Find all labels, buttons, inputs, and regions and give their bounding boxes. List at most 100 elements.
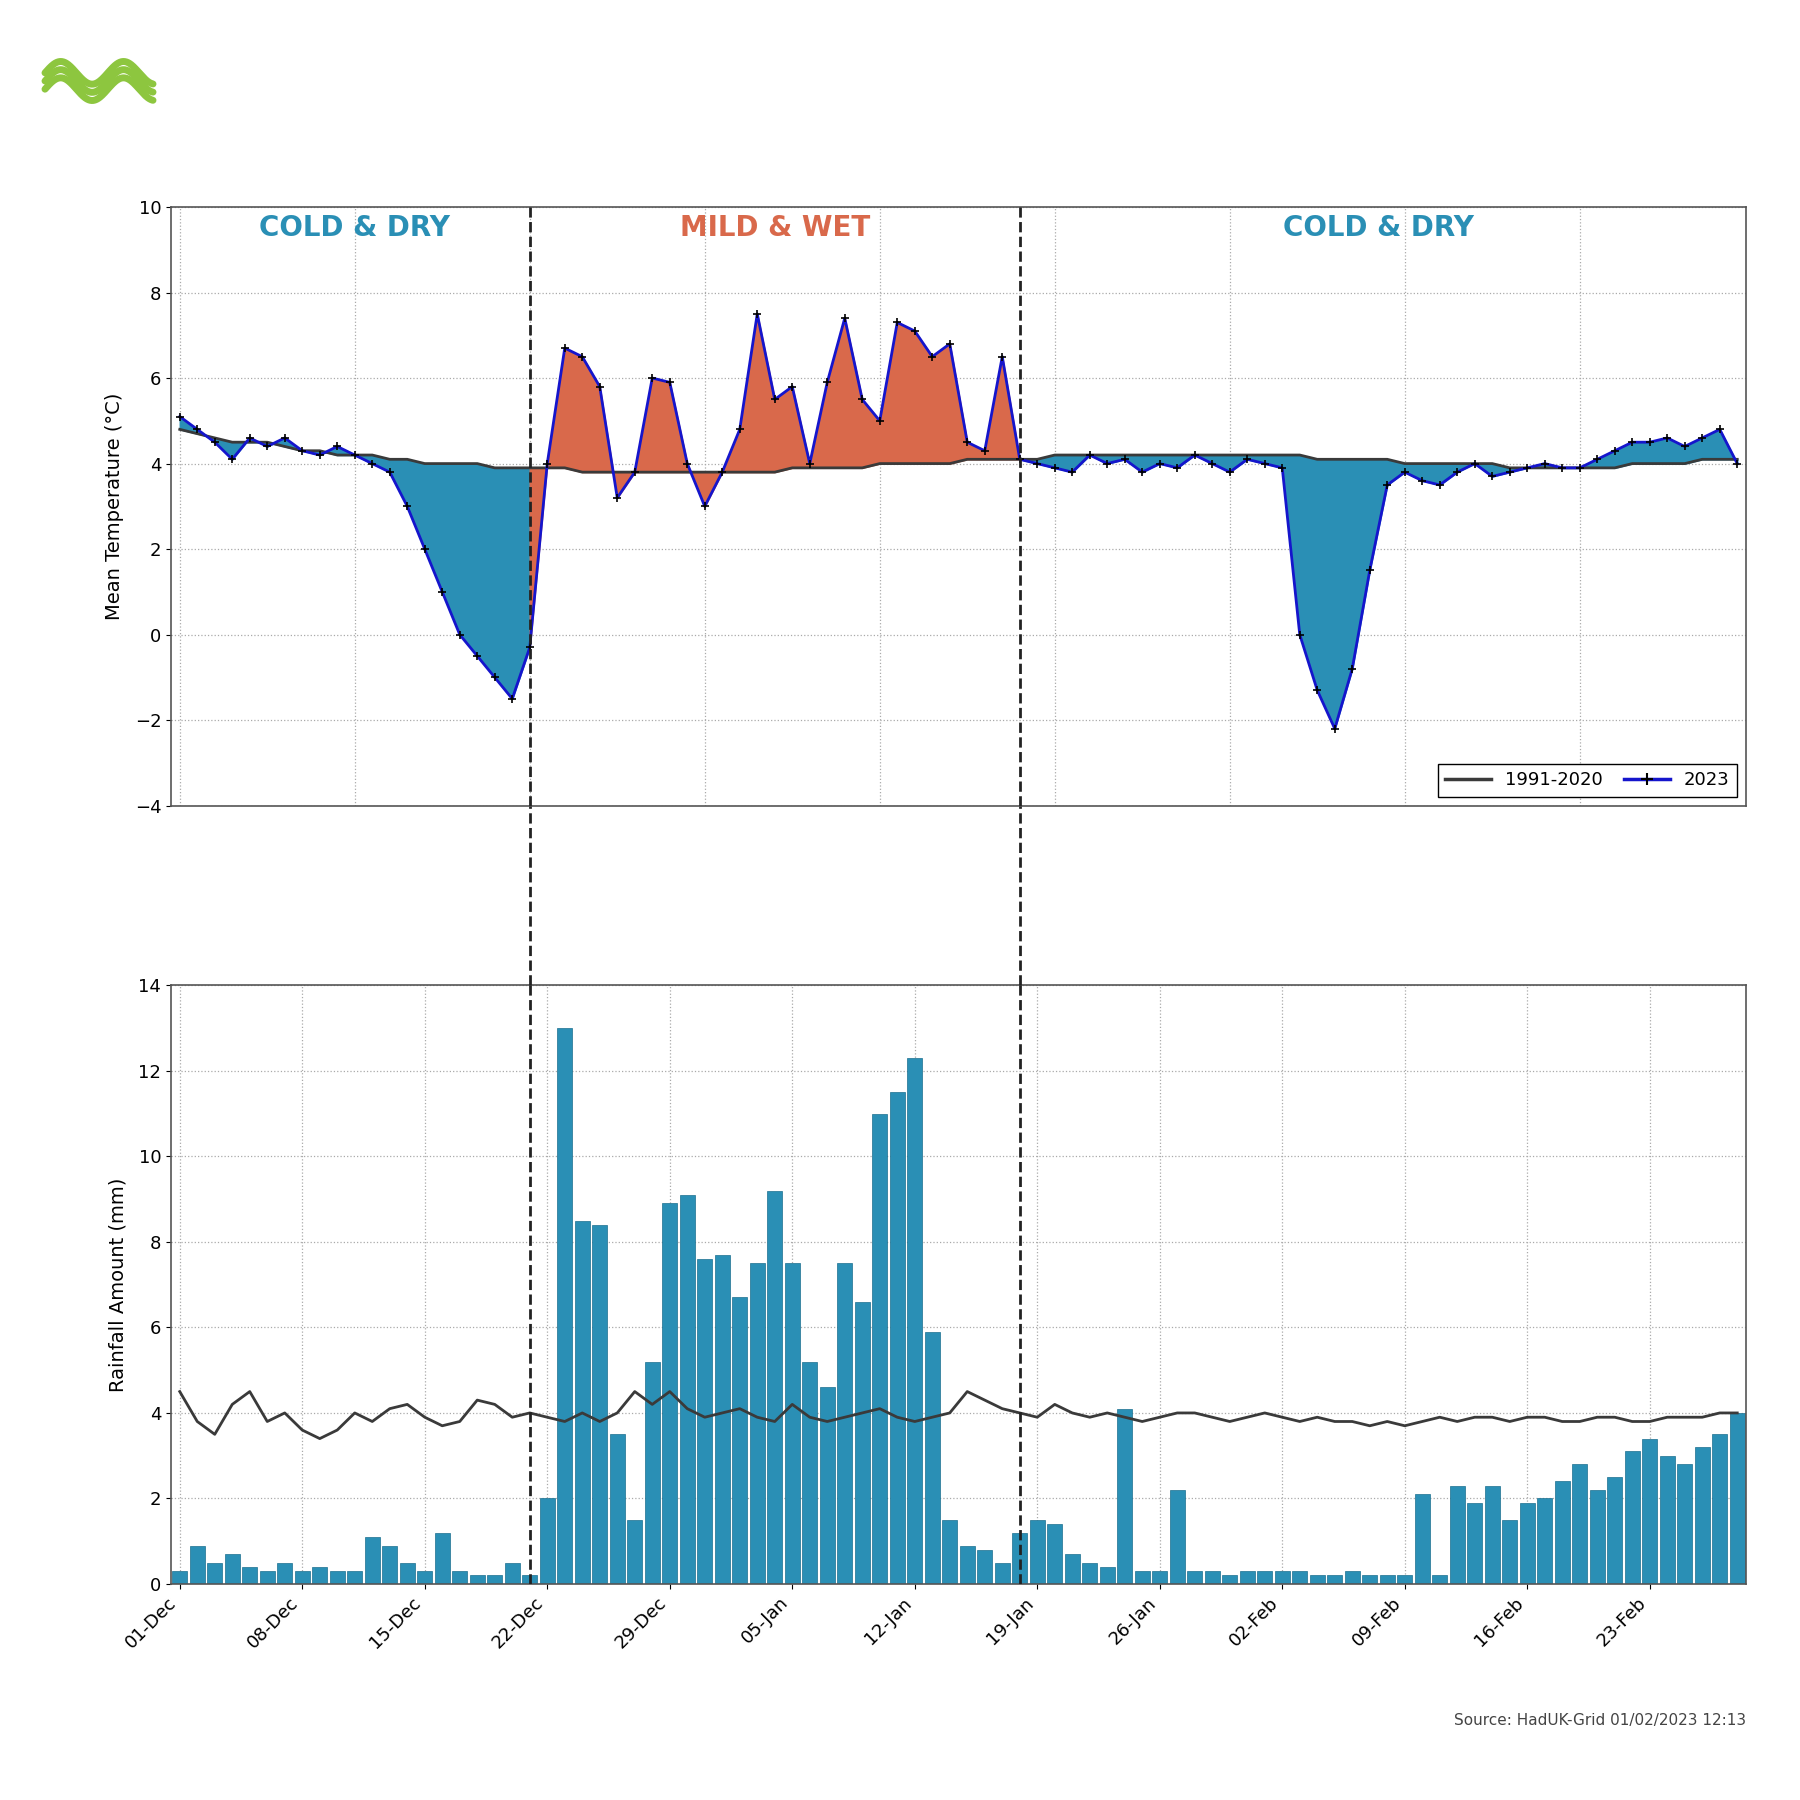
Bar (1485, 1485, 1499, 1584)
Bar (610, 1435, 625, 1584)
Point (1145, 450, 1174, 479)
Bar (1066, 1553, 1080, 1584)
Point (1075, 441, 1103, 470)
Bar (173, 1571, 187, 1584)
Point (184, 416, 212, 445)
Point (1006, 445, 1035, 473)
Bar (733, 1298, 747, 1584)
Bar (313, 1566, 328, 1584)
Bar (1030, 1519, 1044, 1584)
Point (322, 432, 351, 461)
Point (1566, 454, 1595, 482)
Bar (837, 1264, 851, 1584)
Point (428, 578, 457, 607)
Point (637, 364, 666, 392)
Point (499, 684, 527, 713)
Bar (470, 1575, 484, 1584)
Bar (277, 1562, 292, 1584)
Point (1636, 428, 1665, 457)
Bar (436, 1532, 450, 1584)
Text: COLD & DRY: COLD & DRY (1283, 214, 1474, 243)
Bar (1048, 1525, 1062, 1584)
Point (1373, 470, 1402, 499)
Point (1181, 441, 1210, 470)
Bar (1449, 1485, 1465, 1584)
Point (1321, 715, 1350, 743)
Point (1496, 457, 1525, 486)
Bar (925, 1332, 940, 1584)
Bar (1696, 1447, 1710, 1584)
Point (1478, 463, 1507, 491)
Bar (207, 1562, 221, 1584)
Bar (1642, 1438, 1658, 1584)
Bar (225, 1553, 239, 1584)
Bar (1292, 1571, 1307, 1584)
Point (988, 342, 1017, 371)
Bar (803, 1361, 817, 1584)
Point (1285, 621, 1314, 650)
Point (551, 333, 580, 362)
Point (410, 535, 439, 563)
Point (725, 416, 754, 445)
Bar (452, 1571, 468, 1584)
Point (515, 634, 544, 662)
Bar (1170, 1490, 1184, 1584)
Bar (1204, 1571, 1220, 1584)
Bar (1519, 1503, 1535, 1584)
Bar (943, 1519, 958, 1584)
Bar (418, 1571, 432, 1584)
Bar (540, 1498, 554, 1584)
Bar (1100, 1566, 1114, 1584)
Bar (644, 1361, 659, 1584)
Bar (1415, 1494, 1429, 1584)
Point (760, 385, 788, 414)
Bar (680, 1195, 695, 1584)
Point (1618, 428, 1647, 457)
Point (778, 373, 806, 401)
Bar (189, 1546, 205, 1584)
Point (848, 385, 877, 414)
Point (252, 432, 281, 461)
Point (1460, 450, 1489, 479)
Bar (1363, 1575, 1377, 1584)
Bar (715, 1255, 729, 1584)
Point (1600, 436, 1629, 464)
Bar (1310, 1575, 1325, 1584)
Point (585, 373, 614, 401)
Point (1530, 450, 1559, 479)
Point (1058, 457, 1087, 486)
Bar (488, 1575, 502, 1584)
Point (463, 641, 491, 670)
Point (673, 450, 702, 479)
Text: Met Office: Met Office (176, 54, 500, 108)
Point (533, 450, 562, 479)
Bar (504, 1562, 520, 1584)
Bar (1625, 1451, 1640, 1584)
Point (1197, 450, 1226, 479)
Bar (873, 1114, 887, 1584)
Bar (1607, 1478, 1622, 1584)
Bar (977, 1550, 992, 1584)
Point (691, 491, 720, 520)
Point (743, 299, 772, 328)
Point (1111, 445, 1139, 473)
Bar (1589, 1490, 1604, 1584)
Point (1337, 655, 1366, 684)
Bar (243, 1566, 257, 1584)
Point (1093, 450, 1121, 479)
Point (306, 441, 335, 470)
Bar (558, 1028, 572, 1584)
Bar (819, 1388, 835, 1584)
Point (1251, 450, 1280, 479)
Point (340, 441, 369, 470)
Point (567, 342, 596, 371)
Bar (1660, 1456, 1674, 1584)
Point (707, 457, 736, 486)
Bar (522, 1575, 536, 1584)
Bar (1537, 1498, 1552, 1584)
Text: MILD & WET: MILD & WET (680, 214, 869, 243)
Point (830, 304, 859, 333)
Point (1723, 450, 1751, 479)
Bar (785, 1264, 799, 1584)
Point (270, 423, 299, 452)
